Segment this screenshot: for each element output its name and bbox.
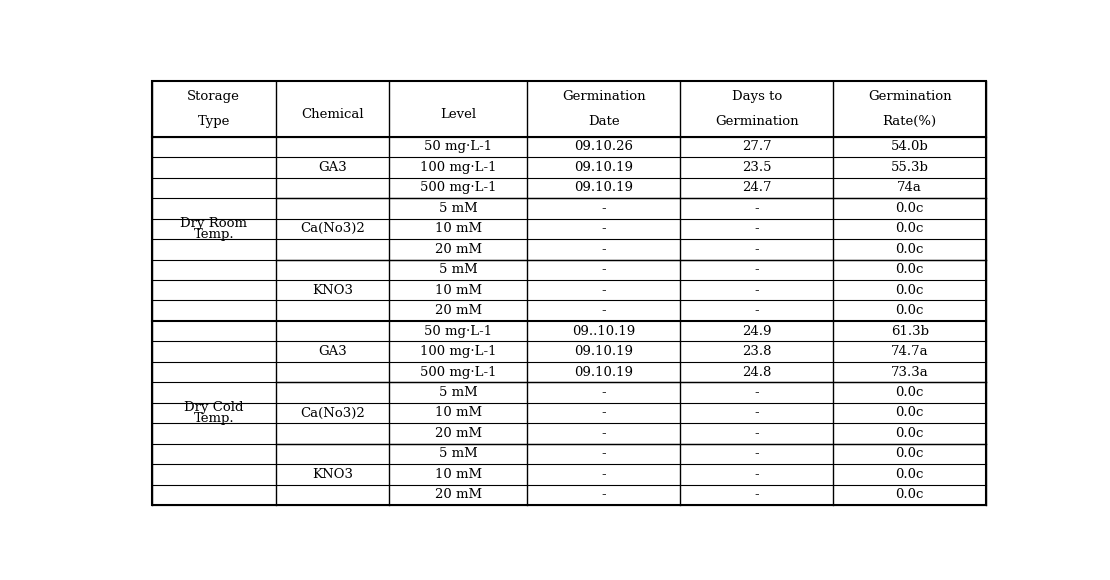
Text: 74.7a: 74.7a [891, 345, 928, 358]
Text: Rate(%): Rate(%) [882, 115, 937, 128]
Text: 09.10.19: 09.10.19 [574, 182, 634, 194]
Text: Temp.: Temp. [193, 412, 234, 425]
Text: -: - [755, 468, 759, 481]
Text: Date: Date [588, 115, 619, 128]
Text: 10 mM: 10 mM [435, 468, 482, 481]
Text: 100 mg·L-1: 100 mg·L-1 [421, 345, 496, 358]
Text: Storage: Storage [188, 90, 240, 103]
Text: 0.0c: 0.0c [896, 304, 924, 317]
Text: 0.0c: 0.0c [896, 243, 924, 256]
Text: 24.8: 24.8 [743, 365, 771, 379]
Text: Ca(No3)2: Ca(No3)2 [301, 407, 365, 419]
Text: Days to: Days to [731, 90, 781, 103]
Text: 5 mM: 5 mM [440, 447, 477, 461]
Text: Type: Type [198, 115, 230, 128]
Text: -: - [755, 427, 759, 440]
Text: -: - [755, 263, 759, 276]
Text: -: - [602, 447, 606, 461]
Text: 09.10.26: 09.10.26 [574, 140, 634, 154]
Text: 55.3b: 55.3b [890, 161, 929, 174]
Text: -: - [602, 407, 606, 419]
Text: -: - [755, 243, 759, 256]
Text: 5 mM: 5 mM [440, 386, 477, 399]
Text: 10 mM: 10 mM [435, 407, 482, 419]
Text: 09.10.19: 09.10.19 [574, 345, 634, 358]
Text: 0.0c: 0.0c [896, 284, 924, 297]
Text: 0.0c: 0.0c [896, 263, 924, 276]
Text: Temp.: Temp. [193, 228, 234, 241]
Text: 5 mM: 5 mM [440, 202, 477, 215]
Text: GA3: GA3 [319, 345, 347, 358]
Text: 20 mM: 20 mM [435, 304, 482, 317]
Text: 09.10.19: 09.10.19 [574, 161, 634, 174]
Text: 5 mM: 5 mM [440, 263, 477, 276]
Text: 20 mM: 20 mM [435, 488, 482, 501]
Text: 09.10.19: 09.10.19 [574, 365, 634, 379]
Text: KNO3: KNO3 [312, 468, 353, 481]
Text: -: - [602, 263, 606, 276]
Text: -: - [602, 222, 606, 235]
Text: -: - [602, 243, 606, 256]
Text: -: - [602, 284, 606, 297]
Text: 0.0c: 0.0c [896, 488, 924, 501]
Text: 20 mM: 20 mM [435, 243, 482, 256]
Text: -: - [755, 488, 759, 501]
Text: -: - [755, 447, 759, 461]
Text: Germination: Germination [715, 115, 798, 128]
Text: -: - [602, 427, 606, 440]
Text: 23.5: 23.5 [741, 161, 771, 174]
Text: 0.0c: 0.0c [896, 202, 924, 215]
Text: -: - [755, 222, 759, 235]
Text: GA3: GA3 [319, 161, 347, 174]
Text: 54.0b: 54.0b [891, 140, 929, 154]
Text: Dry Room: Dry Room [180, 217, 248, 230]
Text: 500 mg·L-1: 500 mg·L-1 [421, 365, 496, 379]
Text: -: - [602, 202, 606, 215]
Text: Chemical: Chemical [301, 108, 364, 121]
Text: 20 mM: 20 mM [435, 427, 482, 440]
Text: 23.8: 23.8 [741, 345, 771, 358]
Text: 61.3b: 61.3b [890, 325, 929, 338]
Text: -: - [602, 304, 606, 317]
Text: -: - [602, 488, 606, 501]
Text: 500 mg·L-1: 500 mg·L-1 [421, 182, 496, 194]
Text: -: - [755, 304, 759, 317]
Text: 50 mg·L-1: 50 mg·L-1 [424, 325, 493, 338]
Text: 0.0c: 0.0c [896, 427, 924, 440]
Text: 73.3a: 73.3a [891, 365, 929, 379]
Text: 24.9: 24.9 [741, 325, 771, 338]
Text: Germination: Germination [562, 90, 646, 103]
Text: 0.0c: 0.0c [896, 447, 924, 461]
Text: Germination: Germination [868, 90, 951, 103]
Text: -: - [755, 386, 759, 399]
Text: Dry Cold: Dry Cold [184, 401, 243, 414]
Text: 74a: 74a [897, 182, 922, 194]
Text: 0.0c: 0.0c [896, 222, 924, 235]
Text: 27.7: 27.7 [741, 140, 771, 154]
Text: -: - [755, 407, 759, 419]
Text: 24.7: 24.7 [741, 182, 771, 194]
Text: 50 mg·L-1: 50 mg·L-1 [424, 140, 493, 154]
Text: 09..10.19: 09..10.19 [573, 325, 636, 338]
Text: 0.0c: 0.0c [896, 386, 924, 399]
Text: Level: Level [441, 108, 476, 121]
Text: 100 mg·L-1: 100 mg·L-1 [421, 161, 496, 174]
Text: Ca(No3)2: Ca(No3)2 [301, 222, 365, 235]
Text: -: - [755, 284, 759, 297]
Text: 10 mM: 10 mM [435, 222, 482, 235]
Text: -: - [602, 468, 606, 481]
Text: 0.0c: 0.0c [896, 407, 924, 419]
Text: 0.0c: 0.0c [896, 468, 924, 481]
Text: -: - [755, 202, 759, 215]
Text: 10 mM: 10 mM [435, 284, 482, 297]
Text: KNO3: KNO3 [312, 284, 353, 297]
Text: -: - [602, 386, 606, 399]
